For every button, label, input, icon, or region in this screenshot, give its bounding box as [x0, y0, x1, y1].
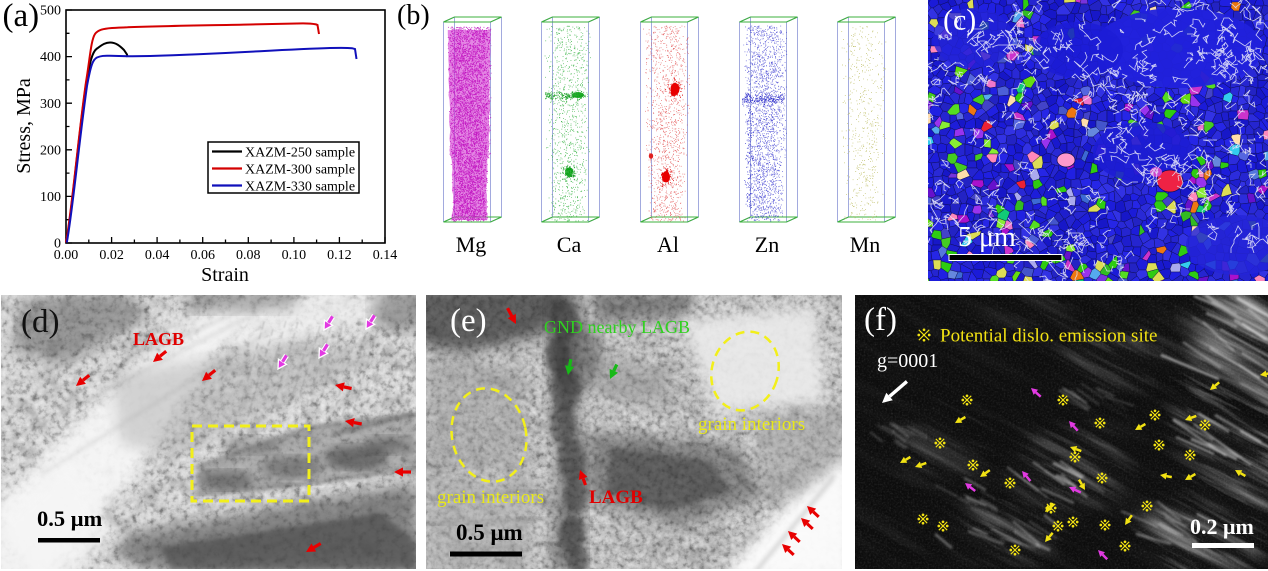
svg-text:Mn: Mn	[850, 232, 881, 257]
svg-text:Al: Al	[657, 232, 679, 257]
svg-text:5 μm: 5 μm	[958, 222, 1016, 253]
svg-text:0.02: 0.02	[99, 248, 124, 263]
svg-text:500: 500	[40, 4, 61, 19]
svg-text:LAGB: LAGB	[589, 487, 643, 508]
svg-text:0.5 μm: 0.5 μm	[456, 520, 523, 545]
svg-text:g=0001: g=0001	[877, 350, 938, 372]
svg-text:(a): (a)	[3, 0, 40, 34]
svg-text:Stress, MPa: Stress, MPa	[13, 78, 35, 174]
svg-text:(b): (b)	[397, 0, 430, 31]
svg-text:Potential dislo. emission site: Potential dislo. emission site	[940, 326, 1157, 347]
svg-text:0.12: 0.12	[327, 248, 352, 263]
svg-text:XAZM-250 sample: XAZM-250 sample	[245, 146, 355, 161]
svg-text:0.2 μm: 0.2 μm	[1190, 514, 1254, 539]
svg-text:0.04: 0.04	[145, 248, 170, 263]
svg-text:(c): (c)	[943, 4, 976, 37]
svg-text:0: 0	[54, 237, 61, 252]
svg-text:0.14: 0.14	[373, 248, 398, 263]
svg-text:0.00: 0.00	[54, 248, 79, 263]
svg-text:Zn: Zn	[755, 232, 779, 257]
svg-text:XAZM-330 sample: XAZM-330 sample	[245, 180, 355, 195]
svg-text:(e): (e)	[450, 303, 487, 339]
svg-text:0.10: 0.10	[282, 248, 307, 263]
svg-text:grain interiors: grain interiors	[437, 487, 544, 508]
svg-text:Mg: Mg	[456, 232, 487, 257]
svg-text:(f): (f)	[864, 302, 897, 338]
svg-text:grain interiors: grain interiors	[698, 414, 805, 435]
svg-text:0.06: 0.06	[190, 248, 215, 263]
svg-text:100: 100	[40, 190, 61, 205]
svg-text:Ca: Ca	[557, 232, 582, 257]
svg-text:(d): (d)	[21, 304, 59, 340]
svg-text:XAZM-300 sample: XAZM-300 sample	[245, 163, 355, 178]
svg-text:300: 300	[40, 97, 61, 112]
svg-text:Strain: Strain	[201, 264, 249, 286]
svg-text:400: 400	[40, 50, 61, 65]
svg-text:200: 200	[40, 143, 61, 158]
svg-text:GND nearby LAGB: GND nearby LAGB	[544, 317, 690, 337]
svg-text:LAGB: LAGB	[133, 329, 184, 349]
svg-text:0.08: 0.08	[236, 248, 261, 263]
svg-text:0.5 μm: 0.5 μm	[37, 506, 103, 531]
